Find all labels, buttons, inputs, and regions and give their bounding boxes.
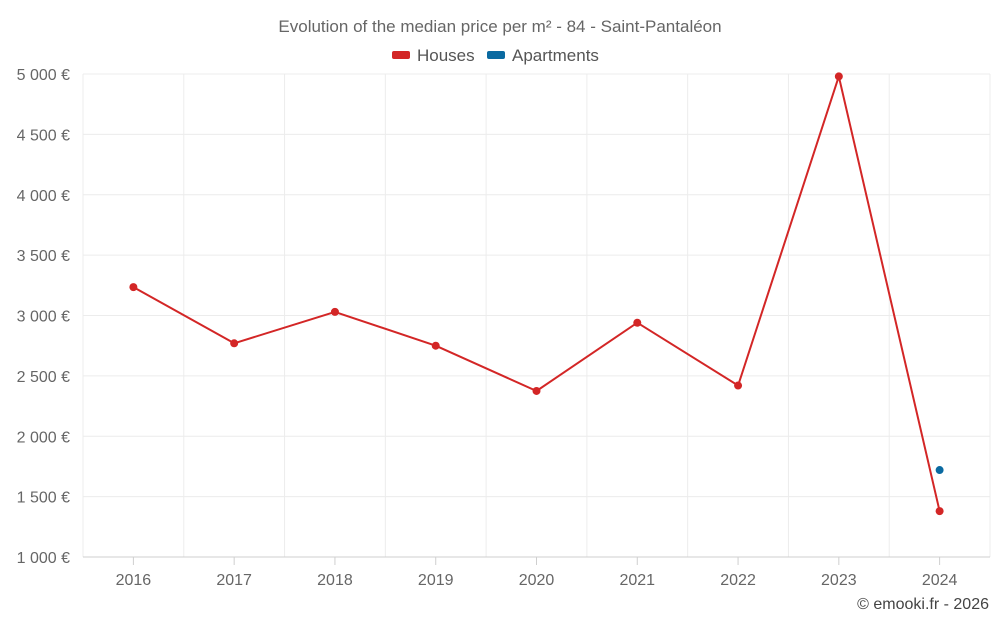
x-tick-label: 2019 <box>418 572 454 589</box>
y-tick-label: 4 000 € <box>17 188 70 205</box>
y-tick-label: 5 000 € <box>17 67 70 84</box>
data-point-houses-2016[interactable] <box>129 283 138 292</box>
chart-title: Evolution of the median price per m² - 8… <box>278 17 721 36</box>
x-tick-label: 2021 <box>619 572 655 589</box>
y-tick-label: 3 000 € <box>17 309 70 326</box>
data-point-houses-2021[interactable] <box>633 318 642 327</box>
data-point-houses-2023[interactable] <box>834 72 843 81</box>
axes: 1 000 € 1 500 € 2 000 € 2 500 € 3 000 € 3 500… <box>17 67 990 589</box>
legend-label-houses: Houses <box>417 46 475 65</box>
grid <box>82 73 991 558</box>
data-point-houses-2019[interactable] <box>431 341 440 350</box>
y-tick-label: 4 500 € <box>17 127 70 144</box>
y-tick-label: 3 500 € <box>17 248 70 265</box>
legend: Houses Apartments <box>392 46 599 65</box>
data-point-apartments-2024[interactable] <box>935 466 944 475</box>
data-point-houses-2020[interactable] <box>532 386 541 395</box>
x-tick-label: 2020 <box>519 572 555 589</box>
y-tick-label: 1 500 € <box>17 490 70 507</box>
y-tick-label: 1 000 € <box>17 550 70 567</box>
credit-text: © emooki.fr - 2026 <box>857 596 989 613</box>
data-point-houses-2022[interactable] <box>734 381 743 390</box>
data-point-houses-2024[interactable] <box>935 507 944 516</box>
x-tick-label: 2016 <box>116 572 152 589</box>
y-tick-label: 2 500 € <box>17 369 70 386</box>
x-tick-label: 2024 <box>922 572 958 589</box>
series-line-houses <box>132 75 941 512</box>
x-tick-label: 2018 <box>317 572 353 589</box>
legend-swatch-houses <box>392 51 410 59</box>
legend-item-houses[interactable]: Houses <box>392 46 475 65</box>
y-tick-label: 2 000 € <box>17 429 70 446</box>
x-tick-label: 2023 <box>821 572 857 589</box>
legend-item-apartments[interactable]: Apartments <box>487 46 599 65</box>
x-tick-label: 2017 <box>216 572 252 589</box>
legend-swatch-apartments <box>487 51 505 59</box>
series <box>129 72 944 516</box>
data-point-houses-2017[interactable] <box>230 339 239 348</box>
legend-label-apartments: Apartments <box>512 46 599 65</box>
x-tick-label: 2022 <box>720 572 756 589</box>
data-point-houses-2018[interactable] <box>330 307 339 316</box>
